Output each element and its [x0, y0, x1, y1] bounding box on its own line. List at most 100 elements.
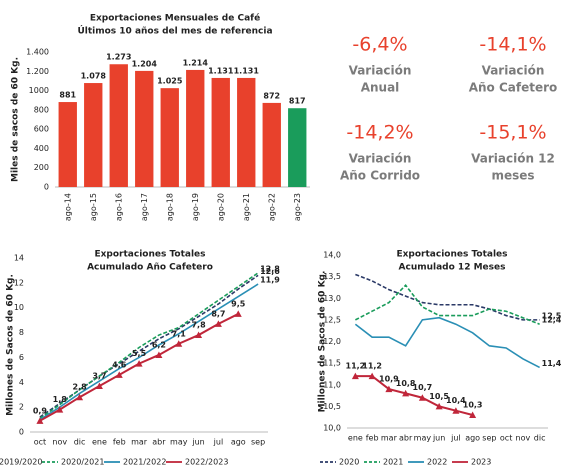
chart-subtitle: Últimos 10 años del mes de referencia: [77, 25, 272, 37]
bar: [237, 77, 256, 187]
marker: [351, 372, 359, 380]
x-tick-label: ene: [348, 434, 363, 443]
y-tick-label: 8: [19, 328, 24, 337]
kpi-label: Variación: [482, 64, 545, 78]
marker: [155, 351, 163, 358]
y-tick-label: 14: [14, 254, 24, 263]
legend-label: 2023: [471, 458, 491, 467]
y-axis-label: Millones de Sacos de 60 Kg.: [6, 274, 16, 416]
x-tick-label: ago-22: [267, 193, 276, 221]
value-label: 1.273: [106, 53, 131, 62]
x-tick-label: nov: [516, 434, 531, 443]
series-line: [355, 284, 540, 325]
y-tick-label: 400: [34, 144, 49, 153]
y-tick-label: 800: [34, 105, 49, 114]
y-tick-label: 1.400: [26, 48, 49, 57]
kpi-label: Variación: [349, 152, 412, 166]
value-label: 817: [289, 97, 306, 106]
y-tick-label: 12,0: [323, 337, 341, 346]
bar: [262, 102, 281, 187]
x-tick-label: feb: [366, 434, 379, 443]
x-tick-label: ago-17: [140, 193, 149, 221]
y-tick-label: 11,5: [323, 359, 341, 368]
marker: [195, 331, 203, 339]
y-tick-label: 10: [14, 303, 24, 312]
marker: [385, 385, 393, 393]
marker: [135, 360, 143, 367]
series-line: [39, 313, 239, 422]
x-tick-label: ago-23: [293, 193, 302, 221]
x-tick-label: jun: [191, 438, 204, 447]
value-label: 11,2: [362, 362, 382, 371]
series-line: [39, 283, 259, 421]
x-tick-label: may: [414, 434, 432, 443]
value-label: 1.131: [208, 66, 234, 75]
bar: [58, 102, 77, 187]
legend-label: 2021: [383, 458, 403, 467]
kpi-label: Año Corrido: [340, 169, 420, 183]
x-tick-label: ago-21: [242, 193, 251, 221]
value-label: 10,9: [379, 375, 399, 384]
marker: [76, 393, 84, 401]
kpi-label: Variación 12: [471, 152, 555, 166]
value-label: 10,7: [413, 383, 433, 392]
value-label: 881: [59, 91, 76, 100]
kpi-label: Anual: [361, 81, 400, 95]
kpi-value: -14,1%: [479, 34, 546, 56]
kpi-value: -14,2%: [346, 122, 413, 144]
value-label: 10,5: [429, 392, 449, 401]
marker: [175, 340, 183, 347]
kpi-label: Año Cafetero: [469, 81, 558, 95]
x-tick-label: feb: [113, 438, 126, 447]
legend-label: 2021/2022: [123, 458, 166, 467]
value-label: 0,9: [33, 406, 48, 415]
value-label: 5,5: [132, 349, 147, 358]
marker: [452, 407, 460, 414]
y-tick-label: 6: [19, 353, 24, 362]
legend-label: 2022/2023: [185, 458, 228, 467]
legend-label: 2020: [339, 458, 359, 467]
value-label: 3,7: [92, 372, 106, 381]
x-tick-label: ago-16: [114, 193, 123, 221]
y-tick-label: 0: [19, 428, 24, 437]
y-tick-label: 200: [34, 163, 49, 172]
chart-title: Exportaciones Totales: [94, 250, 205, 260]
y-tick-label: 12: [14, 278, 24, 287]
x-tick-label: ago: [465, 434, 480, 443]
marker: [469, 411, 477, 419]
legend-label: 2022: [427, 458, 447, 467]
x-tick-label: ago-15: [89, 193, 98, 221]
chart-subtitle: Acumulado Año Cafetero: [87, 263, 213, 273]
x-tick-label: jul: [213, 438, 224, 447]
x-tick-label: may: [170, 438, 188, 447]
marker: [56, 406, 64, 413]
marker: [435, 402, 443, 410]
x-tick-label: ene: [92, 438, 107, 447]
bar: [135, 70, 154, 187]
x-tick-label: abr: [152, 438, 166, 447]
value-label: 872: [263, 91, 280, 100]
marker: [234, 310, 242, 317]
y-tick-label: 14,0: [323, 251, 341, 260]
value-label: 12,4: [542, 316, 562, 325]
bar: [160, 88, 179, 187]
value-label: 11,2: [346, 362, 366, 371]
value-label: 4,6: [112, 360, 127, 369]
x-tick-label: oct: [34, 438, 46, 447]
value-label: 7,1: [172, 329, 187, 338]
x-tick-label: nov: [52, 438, 67, 447]
value-label: 12,5: [542, 311, 562, 320]
y-tick-label: 1.200: [26, 67, 49, 76]
value-label: 10,8: [396, 379, 416, 388]
x-tick-label: ago-19: [191, 193, 200, 221]
value-label: 1.131: [234, 66, 260, 75]
value-label: 10,3: [463, 401, 483, 410]
y-tick-label: 11,0: [323, 380, 341, 389]
series-line: [39, 272, 259, 419]
y-tick-label: 0: [44, 183, 49, 192]
value-label: 1,8: [53, 395, 68, 404]
x-tick-label: ago-14: [63, 193, 72, 221]
y-tick-label: 1000: [29, 86, 49, 95]
marker: [36, 417, 44, 424]
